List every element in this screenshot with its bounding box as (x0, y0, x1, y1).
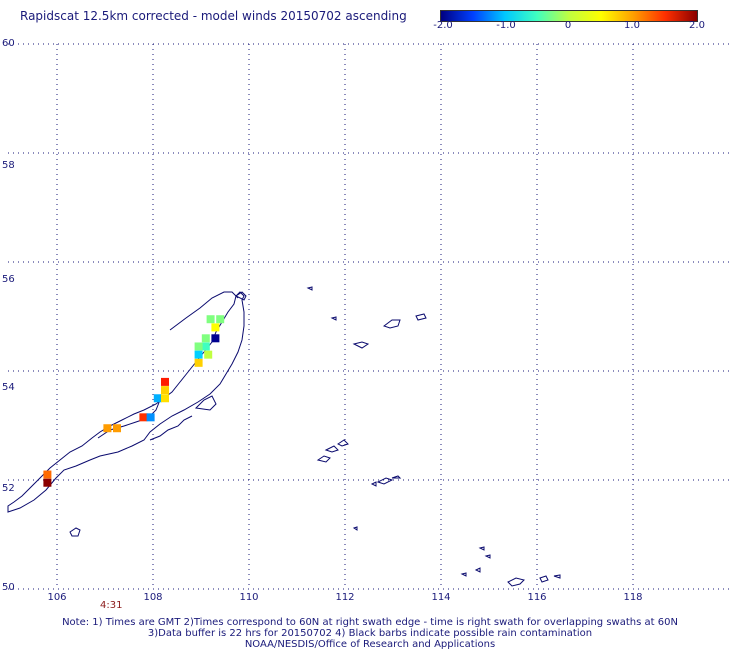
wind-cell (211, 334, 220, 343)
wind-cell (194, 342, 203, 351)
lat-label: 54 (2, 382, 15, 393)
wind-cell (216, 315, 225, 324)
lon-label: 110 (239, 592, 259, 603)
lon-label: 106 (47, 592, 67, 603)
colorbar-tick-label: 2.0 (689, 20, 705, 31)
colorbar-tick-label: -1.0 (496, 20, 516, 31)
wind-cell (161, 394, 169, 403)
wind-cell (153, 394, 162, 403)
wind-cell (139, 413, 148, 422)
lat-label: 52 (2, 483, 15, 494)
map-title: Rapidscat 12.5km corrected - model winds… (20, 9, 407, 23)
wind-cell (43, 470, 52, 479)
wind-cell (146, 413, 155, 422)
lon-label: 116 (527, 592, 547, 603)
coastline (7, 286, 561, 587)
wind-cell (161, 377, 169, 386)
swath-time-label: 4:31 (100, 600, 123, 611)
colorbar-tick-label: 0 (564, 20, 572, 31)
footnote-line: Note: 1) Times are GMT 2)Times correspon… (62, 617, 678, 628)
wind-cell (201, 334, 210, 343)
wind-cell (206, 315, 215, 324)
footnote-line: NOAA/NESDIS/Office of Research and Appli… (244, 639, 496, 650)
lon-label: 114 (431, 592, 451, 603)
lon-label: 112 (335, 592, 355, 603)
lon-label: 108 (143, 592, 163, 603)
colorbar-tick-label: -2.0 (433, 20, 453, 31)
lat-label: 60 (2, 38, 15, 49)
graticule-grid (8, 43, 732, 590)
colorbar-tick-label: 1.0 (624, 20, 640, 31)
color-scale-bar (440, 10, 698, 22)
lat-label: 50 (2, 582, 15, 593)
wind-cell (43, 478, 52, 487)
wind-cell (211, 323, 220, 332)
lon-label: 118 (623, 592, 643, 603)
wind-cell (103, 424, 112, 433)
wind-cell (204, 350, 213, 359)
wind-cell (194, 358, 203, 367)
lat-label: 56 (2, 274, 15, 285)
wind-cell (161, 386, 169, 395)
footnote-line: 3)Data buffer is 22 hrs for 20150702 4) … (147, 628, 593, 639)
wind-cell (194, 350, 203, 359)
lat-label: 58 (2, 160, 15, 171)
wind-cells (43, 315, 225, 487)
wind-cell (113, 424, 121, 433)
wind-cell (201, 342, 210, 351)
